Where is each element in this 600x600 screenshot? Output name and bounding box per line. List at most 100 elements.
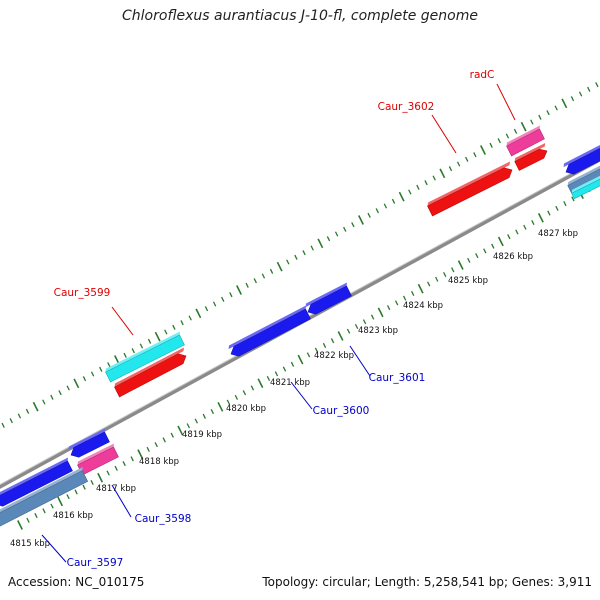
- leader-caur-3599: [111, 306, 134, 336]
- upper-track-minor-tick: [391, 198, 396, 204]
- leader-caur-3597: [41, 534, 67, 563]
- block-steelblue-lower[interactable]: [0, 467, 89, 527]
- upper-track-minor-tick: [334, 231, 339, 237]
- lower-track-minor-tick: [370, 314, 375, 320]
- lower-track-major-tick: [297, 354, 304, 365]
- upper-track-minor-tick: [221, 296, 225, 302]
- lower-track-minor-tick: [555, 205, 559, 211]
- upper-track-major-tick: [73, 378, 80, 389]
- lower-track-minor-tick: [274, 371, 279, 377]
- block-caur-3602-body: [427, 167, 513, 217]
- lower-track-minor-tick: [435, 276, 439, 282]
- feature-label-caur-3600[interactable]: Caur_3600: [313, 405, 370, 417]
- upper-track-minor-tick: [107, 362, 111, 368]
- block-cyan-far-right[interactable]: [571, 174, 600, 200]
- upper-track-minor-tick: [530, 119, 534, 125]
- upper-track-minor-tick: [253, 278, 257, 284]
- block-radc-body: [506, 128, 545, 157]
- lower-track-minor-tick: [114, 465, 118, 471]
- lower-track-minor-tick: [106, 470, 110, 476]
- upper-track-minor-tick: [229, 292, 233, 298]
- block-caur-3599[interactable]: [114, 347, 187, 398]
- upper-track-major-tick: [195, 308, 202, 319]
- upper-track-minor-tick: [375, 208, 379, 214]
- upper-track-minor-tick: [538, 114, 542, 120]
- feature-label-caur-3599[interactable]: Caur_3599: [54, 287, 111, 299]
- lower-track-minor-tick: [90, 479, 94, 485]
- lower-track-minor-tick: [210, 409, 215, 415]
- lower-track-major-tick: [417, 283, 424, 294]
- block-caur-3598-blue-bevel: [68, 428, 105, 451]
- leader-radc: [496, 83, 516, 121]
- lower-track-minor-tick: [42, 508, 46, 514]
- block-caur-3599-body: [114, 353, 187, 398]
- block-caur-3597-bevel: [0, 457, 68, 496]
- upper-track-minor-tick: [188, 315, 192, 321]
- block-caur-3602[interactable]: [427, 161, 513, 217]
- lower-track-minor-tick: [515, 229, 519, 235]
- scale-label: 4820 kbp: [226, 404, 266, 414]
- upper-track-minor-tick: [139, 343, 144, 349]
- block-red-small-right-bevel: [514, 142, 546, 162]
- lower-track-minor-tick: [563, 201, 567, 207]
- leader-caur-3602: [431, 114, 457, 154]
- lower-track-minor-tick: [250, 385, 255, 391]
- lower-track-minor-tick: [266, 375, 271, 382]
- scale-labels: 4815 kbp 4816 kbp 4817 kbp 4818 kbp 4819 kbp…: [10, 229, 578, 549]
- lower-track-major-tick: [457, 260, 464, 270]
- scale-label: 4818 kbp: [139, 457, 179, 467]
- block-red-small-right[interactable]: [514, 142, 548, 171]
- block-caur-3601[interactable]: [305, 282, 352, 315]
- block-caur-3597[interactable]: [0, 457, 73, 507]
- feature-label-caur-3601[interactable]: Caur_3601: [369, 372, 426, 384]
- upper-track-minor-tick: [42, 399, 46, 405]
- scale-label: 4827 kbp: [538, 229, 578, 239]
- upper-track-minor-tick: [25, 408, 30, 414]
- upper-track-minor-tick: [245, 282, 249, 288]
- feature-label-caur-3597[interactable]: Caur_3597: [67, 557, 124, 569]
- upper-track-minor-tick: [99, 366, 103, 372]
- scale-label: 4819 kbp: [182, 430, 222, 440]
- lower-track-minor-tick: [306, 352, 311, 358]
- lower-track-minor-tick: [26, 517, 30, 523]
- lower-track-major-tick: [97, 472, 104, 483]
- upper-track-minor-tick: [489, 142, 493, 148]
- upper-track-minor-tick: [17, 413, 22, 419]
- upper-track-minor-tick: [367, 212, 371, 218]
- upper-track-minor-tick: [294, 254, 298, 260]
- lower-track-minor-tick: [410, 290, 415, 296]
- lower-track-minor-tick: [242, 390, 247, 396]
- lower-track-minor-tick: [170, 432, 174, 438]
- feature-label-radc[interactable]: radC: [470, 69, 495, 81]
- lower-track-minor-tick: [386, 305, 391, 311]
- upper-track-major-tick: [561, 98, 568, 109]
- block-cyan-upper-body: [105, 334, 185, 383]
- lower-track-major-tick: [337, 331, 344, 341]
- upper-track-major-tick: [154, 331, 161, 342]
- lower-track-minor-tick: [314, 347, 319, 353]
- upper-track-minor-tick: [513, 128, 518, 134]
- upper-track-major-tick: [398, 191, 405, 202]
- block-radc[interactable]: [506, 125, 545, 157]
- feature-label-caur-3602[interactable]: Caur_3602: [378, 101, 435, 113]
- upper-track-minor-tick: [131, 348, 135, 354]
- block-caur-3601-body: [307, 285, 352, 315]
- block-caur-3599-bevel: [114, 347, 184, 388]
- lower-track-minor-tick: [491, 243, 495, 249]
- upper-track-major-tick: [276, 261, 283, 272]
- block-blue-far-right[interactable]: [563, 144, 600, 175]
- upper-track-minor-tick: [123, 352, 127, 358]
- upper-track-minor-tick: [578, 91, 583, 97]
- block-caur-3600[interactable]: [228, 305, 311, 357]
- block-cyan-upper[interactable]: [105, 331, 185, 383]
- block-radc-bevel: [506, 125, 540, 147]
- upper-track-minor-tick: [310, 245, 314, 251]
- topology-text: Topology: circular; Length: 5,258,541 bp…: [262, 575, 592, 589]
- feature-label-caur-3598[interactable]: Caur_3598: [135, 513, 192, 525]
- leader-caur-3601: [349, 345, 371, 377]
- block-caur-3598-blue[interactable]: [68, 428, 110, 458]
- lower-track-minor-tick: [234, 394, 239, 400]
- lower-track-minor-tick: [50, 503, 54, 509]
- scale-label: 4816 kbp: [53, 511, 93, 521]
